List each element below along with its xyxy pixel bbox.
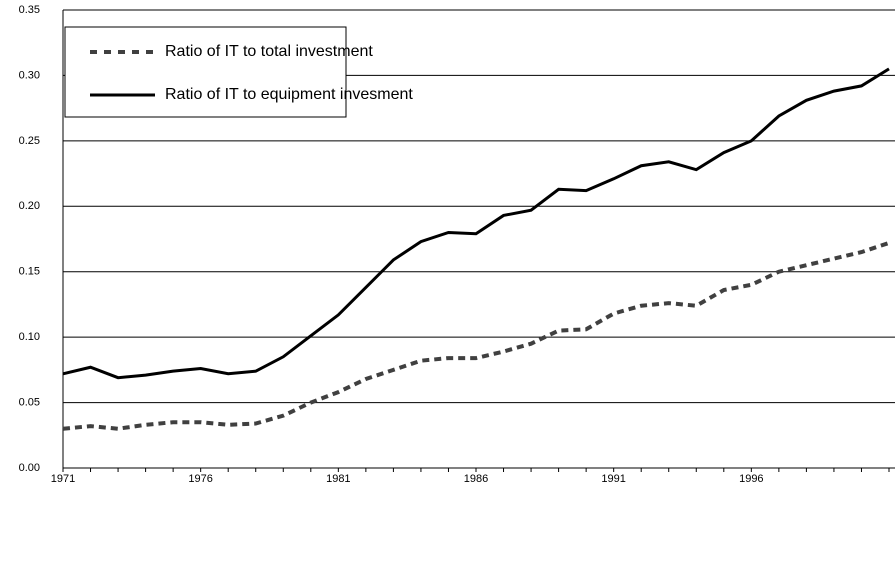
series-line [62,67,890,380]
legend-label: Ratio of IT to total investment [165,43,373,60]
x-tick-label: 1991 [601,473,625,485]
y-tick-label: 0.30 [19,69,40,81]
y-tick-label: 0.05 [19,396,40,408]
x-tick-label: 1981 [326,473,350,485]
legend-label: Ratio of IT to equipment invesment [165,86,413,103]
y-tick-label: 0.20 [19,200,40,212]
y-tick-label: 0.15 [19,266,40,278]
x-tick-label: 1996 [739,473,763,485]
y-tick-label: 0.25 [19,135,40,147]
y-tick-label: 0.10 [19,331,40,343]
y-tick-label: 0.35 [19,4,40,16]
series-line [62,241,890,431]
x-tick-label: 1986 [464,473,488,485]
x-tick-label: 1971 [51,473,75,485]
y-tick-label: 0.00 [19,462,40,474]
x-tick-label: 1976 [188,473,212,485]
legend-box [64,26,347,118]
